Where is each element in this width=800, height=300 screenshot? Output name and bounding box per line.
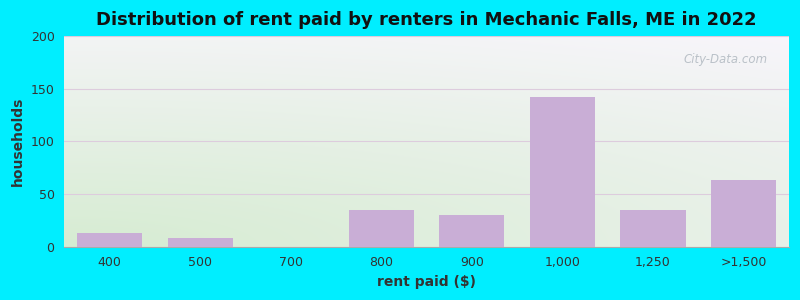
Bar	[349, 210, 414, 247]
Bar	[439, 215, 505, 247]
Bar	[167, 238, 233, 247]
X-axis label: rent paid ($): rent paid ($)	[377, 275, 476, 289]
Bar	[621, 210, 686, 247]
Y-axis label: households: households	[11, 97, 25, 186]
Bar	[530, 97, 595, 247]
Bar	[77, 233, 142, 247]
Bar	[711, 180, 776, 247]
Title: Distribution of rent paid by renters in Mechanic Falls, ME in 2022: Distribution of rent paid by renters in …	[96, 11, 757, 29]
Text: City-Data.com: City-Data.com	[683, 53, 767, 66]
